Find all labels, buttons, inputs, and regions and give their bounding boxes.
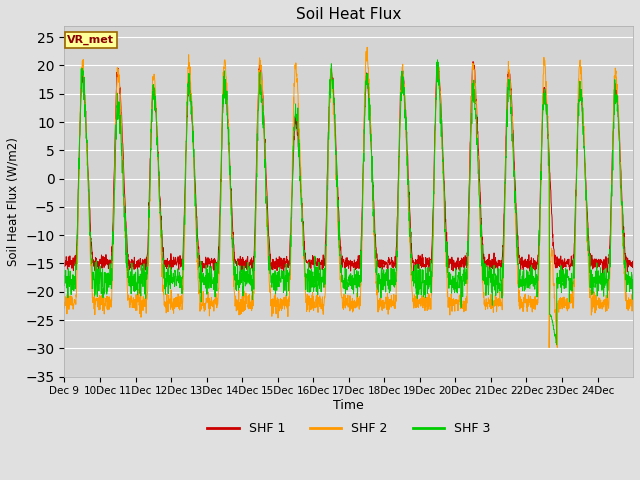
SHF 1 xyxy=(61,260,68,265)
Title: Soil Heat Flux: Soil Heat Flux xyxy=(296,7,401,22)
SHF 2 xyxy=(117,112,125,118)
SHF 2 xyxy=(240,288,248,294)
SHF 2 xyxy=(61,305,68,311)
X-axis label: Time: Time xyxy=(333,399,364,412)
SHF 1 xyxy=(520,258,528,264)
SHF 2 xyxy=(621,296,629,301)
Line: SHF 2: SHF 2 xyxy=(65,47,633,348)
SHF 2 xyxy=(364,44,371,50)
SHF 3 xyxy=(552,339,560,345)
SHF 1 xyxy=(552,260,560,266)
SHF 1 xyxy=(240,260,248,266)
SHF 3 xyxy=(240,263,248,269)
SHF 1 xyxy=(599,270,607,276)
SHF 2 xyxy=(629,299,637,305)
SHF 1 xyxy=(383,265,391,271)
SHF 1 xyxy=(621,264,629,269)
SHF 2 xyxy=(520,298,528,304)
Y-axis label: Soil Heat Flux (W/m2): Soil Heat Flux (W/m2) xyxy=(7,137,20,265)
Text: VR_met: VR_met xyxy=(67,35,115,45)
SHF 3 xyxy=(553,342,561,348)
SHF 2 xyxy=(383,300,391,305)
Line: SHF 3: SHF 3 xyxy=(65,60,633,345)
SHF 1 xyxy=(255,58,263,64)
SHF 3 xyxy=(434,57,442,63)
SHF 3 xyxy=(621,277,629,283)
SHF 2 xyxy=(553,326,561,332)
SHF 2 xyxy=(545,345,553,350)
SHF 1 xyxy=(117,112,125,118)
Legend: SHF 1, SHF 2, SHF 3: SHF 1, SHF 2, SHF 3 xyxy=(202,418,495,441)
SHF 3 xyxy=(117,144,125,149)
SHF 3 xyxy=(61,283,68,288)
SHF 3 xyxy=(383,278,391,284)
SHF 3 xyxy=(629,272,637,278)
SHF 3 xyxy=(520,283,528,288)
SHF 1 xyxy=(629,262,637,268)
Line: SHF 1: SHF 1 xyxy=(65,61,633,273)
